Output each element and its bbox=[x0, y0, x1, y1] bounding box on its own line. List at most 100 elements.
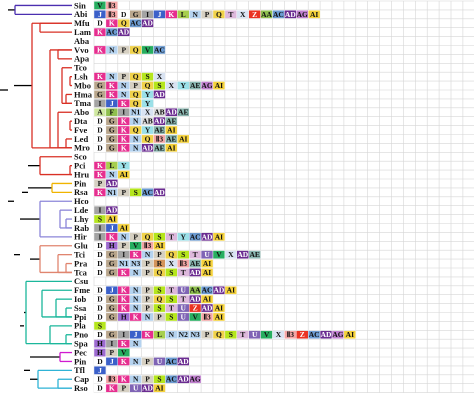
domain-cell: Q bbox=[129, 126, 142, 135]
taxon-label: Tfl bbox=[74, 365, 86, 375]
domain-cell-fill bbox=[200, 294, 214, 304]
domain-cell-fill bbox=[177, 357, 190, 366]
domain-cell: AC bbox=[105, 28, 119, 37]
domain-cell-label: N bbox=[121, 81, 127, 90]
domain-cell: Ⅱ3 bbox=[105, 1, 119, 10]
domain-cell: H bbox=[105, 241, 119, 250]
domain-cell-label: AI bbox=[179, 134, 187, 143]
domain-cell-label: AC bbox=[106, 28, 117, 37]
domain-cell: AI bbox=[212, 81, 226, 90]
domain-cell: V bbox=[141, 45, 154, 54]
domain-cell: AD bbox=[153, 117, 166, 126]
taxon-label: Pec bbox=[74, 347, 87, 357]
domain-cell: Ⅱ3 bbox=[141, 241, 154, 250]
domain-cell-label: T bbox=[193, 250, 198, 259]
domain-cell-label: N bbox=[133, 143, 139, 152]
taxon-label: Glu bbox=[74, 241, 88, 251]
domain-cell-label: K bbox=[121, 134, 127, 143]
domain-cell: AA bbox=[188, 286, 202, 295]
domain-cell: I bbox=[93, 206, 107, 215]
domain-cell: X bbox=[224, 250, 237, 259]
domain-cell: AD bbox=[165, 108, 178, 117]
domain-cell-label: K bbox=[121, 268, 127, 277]
domain-cell-label: AI bbox=[215, 232, 223, 241]
domain-cell-label: AI bbox=[346, 330, 354, 339]
domain-cell-label: P bbox=[145, 286, 150, 295]
domain-cell-label: AI bbox=[108, 215, 116, 224]
domain-cell: AI bbox=[105, 215, 119, 224]
domain-cell: K bbox=[117, 286, 130, 295]
domain-cell: AD bbox=[236, 250, 249, 259]
domain-cell: N1 bbox=[129, 108, 142, 117]
domain-cell-label: Y bbox=[181, 81, 187, 90]
domain-cell: K bbox=[117, 357, 130, 366]
domain-cell-label: P bbox=[157, 312, 162, 321]
domain-cell: S bbox=[165, 312, 178, 321]
domain-cell-label: P bbox=[98, 179, 103, 188]
domain-cell: J bbox=[129, 330, 142, 339]
domain-cell-label: Ⅱ3 bbox=[180, 259, 188, 268]
domain-cell: J bbox=[153, 10, 166, 19]
domain-cell-label: J bbox=[158, 10, 162, 19]
domain-cell-label: K bbox=[121, 286, 127, 295]
domain-cell-label: L bbox=[181, 10, 186, 19]
domain-cell-label: V bbox=[145, 45, 151, 54]
domain-cell-label: Ⅱ3 bbox=[108, 10, 116, 19]
domain-cell-label: D bbox=[97, 117, 103, 126]
domain-cell: AD bbox=[117, 28, 130, 37]
domain-cell-label: V bbox=[264, 330, 270, 339]
domain-cell: Ⅱ3 bbox=[153, 134, 166, 143]
domain-cell: J bbox=[93, 10, 107, 19]
domain-cell: P bbox=[117, 188, 130, 197]
domain-cell-label: G bbox=[97, 90, 103, 99]
domain-cell: AG bbox=[188, 375, 202, 384]
domain-cell: S bbox=[165, 295, 178, 304]
domain-cell: Ⅱ3 bbox=[177, 259, 190, 268]
domain-cell: AB bbox=[141, 117, 154, 126]
taxon-label: Ssa bbox=[74, 303, 87, 313]
domain-cell-label: AC bbox=[190, 232, 201, 241]
taxon-label: Ppi bbox=[74, 312, 87, 322]
domain-cell-label: AD bbox=[178, 375, 189, 384]
domain-cell-label: AD bbox=[106, 206, 117, 215]
domain-cell-label: AE bbox=[249, 250, 259, 259]
domain-cell: I bbox=[93, 223, 107, 232]
domain-cell-label: AI bbox=[203, 295, 211, 304]
domain-cell-label: P bbox=[145, 268, 150, 277]
domain-cell: Q bbox=[129, 90, 142, 99]
domain-cell-label: K bbox=[121, 117, 127, 126]
domain-cell: N3 bbox=[129, 259, 142, 268]
domain-cell: AC bbox=[165, 375, 178, 384]
domain-cell: P bbox=[93, 179, 107, 188]
domain-cell-label: G bbox=[109, 304, 115, 313]
domain-cell: AC bbox=[153, 45, 166, 54]
domain-cell: Q bbox=[153, 268, 166, 277]
domain-cell: AD bbox=[153, 90, 166, 99]
domain-cell: A bbox=[93, 108, 107, 117]
domain-cell-label: AI bbox=[120, 170, 128, 179]
domain-cell: G bbox=[93, 81, 107, 90]
domain-cell: Ⅱ3 bbox=[105, 10, 119, 19]
domain-cell-label: P bbox=[145, 295, 150, 304]
domain-cell: AI bbox=[153, 384, 166, 393]
domain-cell: P bbox=[117, 384, 130, 393]
taxon-label: Hir bbox=[74, 232, 87, 242]
domain-cell: AG bbox=[331, 330, 345, 339]
domain-cell: I bbox=[105, 339, 119, 348]
domain-cell: AD bbox=[141, 384, 154, 393]
domain-cell-label: AI bbox=[310, 10, 318, 19]
domain-cell-label: S bbox=[98, 321, 102, 330]
domain-cell-label: N1 bbox=[131, 108, 140, 117]
domain-cell-fill bbox=[141, 99, 154, 108]
domain-cell: N3 bbox=[188, 330, 202, 339]
domain-cell: P bbox=[129, 81, 142, 90]
domain-cell: R bbox=[153, 259, 166, 268]
domain-cell-label: AD bbox=[285, 10, 296, 19]
domain-cell: L bbox=[177, 10, 190, 19]
domain-cell: AI bbox=[224, 286, 237, 295]
domain-cell: X bbox=[272, 330, 285, 339]
domain-cell-label: Z bbox=[300, 330, 305, 339]
domain-cell-label: AD bbox=[154, 188, 165, 197]
domain-cell-label: AD bbox=[214, 286, 225, 295]
